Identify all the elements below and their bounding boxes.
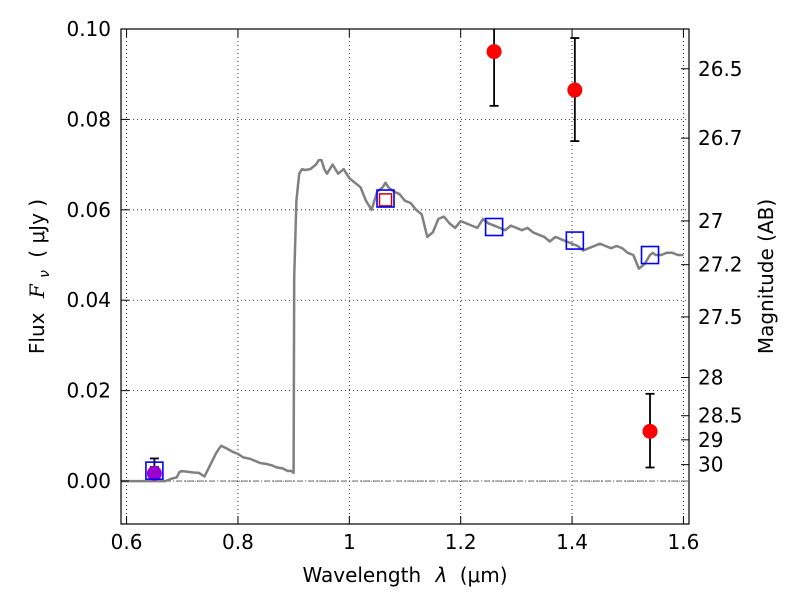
y2-tick-label: 28 (698, 365, 723, 389)
y2-tick-label: 27.2 (698, 253, 743, 277)
x-axis-title-symbol: λ (435, 563, 448, 587)
model-spectrum-line (121, 158, 684, 483)
x-axis-title: Wavelength λ (μm) (302, 563, 507, 587)
model-photometry-series (145, 189, 660, 480)
y-tick-label: 0.08 (66, 107, 111, 131)
observed-point (642, 423, 658, 439)
x-axis-title-unit: (μm) (460, 563, 508, 587)
observed-point (378, 193, 393, 207)
y-axis-title-text: Flux (25, 312, 49, 354)
x-tick-label: 1 (343, 530, 356, 554)
model-point (640, 245, 660, 265)
y2-tick-label: 26.5 (698, 57, 743, 81)
model-point (376, 189, 395, 208)
observed-point (486, 44, 502, 60)
plot-frame (120, 28, 690, 525)
model-point (145, 461, 164, 480)
y-tick-labels: 0.00 0.02 0.04 0.06 0.08 0.10 (66, 17, 111, 493)
axis-ticks (121, 28, 689, 524)
x-tick-labels: 0.6 0.8 1 1.2 1.4 1.6 (111, 530, 700, 554)
x-tick-label: 1.6 (668, 530, 700, 554)
x-axis-title-text: Wavelength (302, 563, 421, 587)
observed-point (567, 82, 583, 98)
y-tick-label: 0.10 (66, 17, 111, 41)
x-tick-label: 0.6 (111, 530, 143, 554)
y-axis-title-symbol: F (25, 283, 49, 299)
y2-axis-title: Magnitude (AB) (754, 199, 778, 354)
y-tick-label: 0.06 (66, 198, 111, 222)
y2-tick-label: 29 (698, 428, 723, 452)
x-tick-label: 1.4 (556, 530, 588, 554)
y2-tick-label: 26.7 (698, 126, 743, 150)
y-axis-title-subscript: ν (37, 270, 53, 278)
model-point (484, 217, 504, 237)
y2-tick-label: 30 (698, 453, 723, 477)
y-axis-title-unit: ( μJy ) (25, 199, 49, 258)
y2-tick-label: 28.5 (698, 404, 743, 428)
observed-photometry-series (146, 44, 658, 481)
y-tick-label: 0.02 (66, 379, 111, 403)
model-point (565, 231, 585, 250)
y-tick-label: 0.00 (66, 469, 111, 493)
y2-tick-label: 27 (698, 209, 723, 233)
y-axis-title: Flux F ν ( μJy ) (25, 199, 54, 354)
y2-tick-label: 27.5 (698, 305, 743, 329)
x-tick-label: 0.8 (222, 530, 254, 554)
x-tick-label: 1.2 (445, 530, 477, 554)
grid (121, 28, 689, 524)
observed-point (146, 465, 162, 481)
error-bars (149, 29, 655, 469)
y-tick-label: 0.04 (66, 288, 111, 312)
